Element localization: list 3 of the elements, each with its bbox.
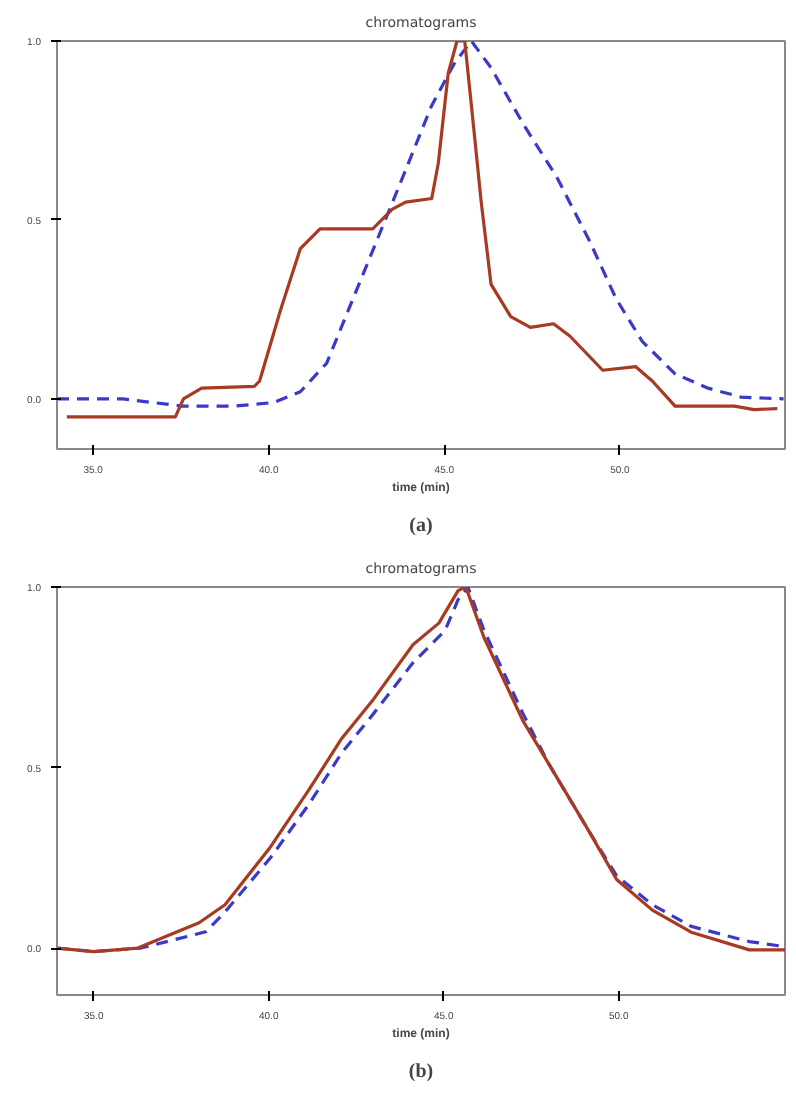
text: (a) <box>409 515 433 537</box>
text: (b) <box>408 1061 434 1083</box>
line-series <box>57 587 785 954</box>
